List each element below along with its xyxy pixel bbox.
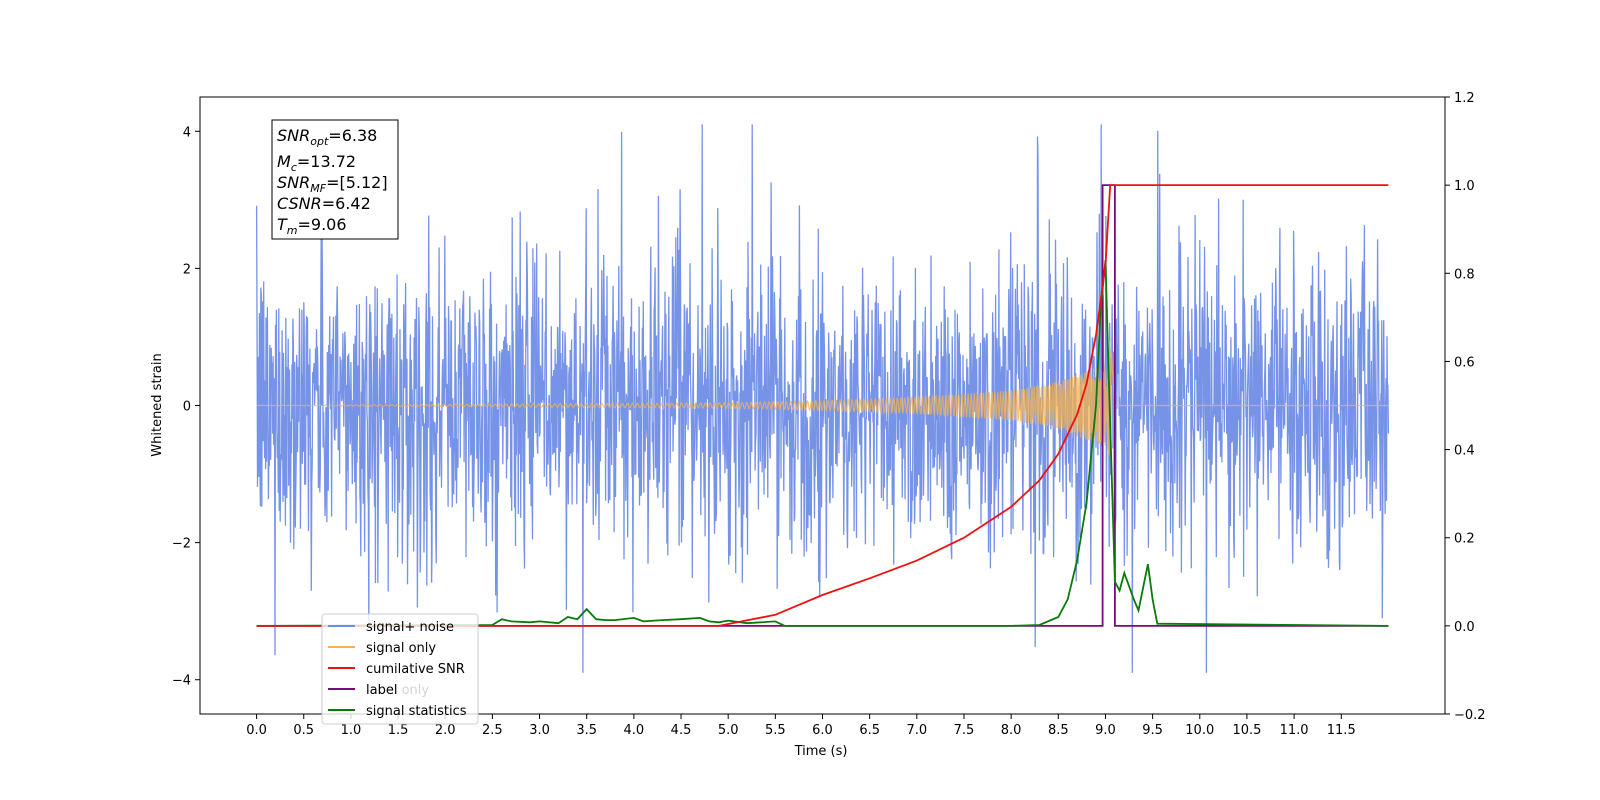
- annotation-snr-opt: SNRopt=6.38: [277, 126, 377, 148]
- y-tick-label: 2: [183, 262, 191, 277]
- legend-label-cumulative: cumilative SNR: [366, 662, 465, 677]
- legend-label-label: label: [366, 683, 397, 698]
- x-tick-label: 10.5: [1232, 723, 1261, 738]
- x-tick-label: 3.0: [529, 723, 550, 738]
- y-tick-label: −4: [172, 674, 191, 689]
- y2-tick-label: 1.0: [1454, 179, 1475, 194]
- x-tick-label: 4.5: [671, 723, 692, 738]
- x-tick-label: 1.5: [388, 723, 409, 738]
- annotation-mc-value: =13.72: [297, 152, 356, 171]
- legend-hidden-text: label only: [366, 683, 429, 698]
- series-signal-statistics: [256, 260, 1389, 627]
- y-axis-left: 4 2 0 −2 −4: [172, 125, 200, 689]
- x-axis: 0.0 0.5 1.0 1.5 2.0 2.5 3.0 3.5 4.0 4.5 5.0 5.5 6.0 6…: [246, 714, 1356, 738]
- x-tick-label: 2.0: [435, 723, 456, 738]
- annotation-mc: Mc=13.72: [277, 152, 356, 174]
- annotation-csnr: CSNR=6.42: [277, 194, 371, 213]
- x-tick-label: 6.0: [812, 723, 833, 738]
- x-tick-label: 10.0: [1185, 723, 1214, 738]
- y2-tick-label: 0.4: [1454, 444, 1475, 459]
- x-tick-label: 0.5: [293, 723, 314, 738]
- legend-label-statistics: signal statistics: [366, 704, 467, 719]
- series-layer: [255, 124, 1390, 673]
- legend-frame: [321, 613, 479, 725]
- annotation-box: SNRopt=6.38 Mc=13.72 SNRMF=[5.12] CSNR=6…: [271, 119, 399, 240]
- y-axis-right: 1.2 1.0 0.8 0.6 0.4 0.2 0.0 −0.2: [1445, 91, 1486, 723]
- legend-label-noise: signal+ noise: [366, 620, 454, 635]
- series-signal-noise: [255, 124, 1390, 673]
- y2-tick-label: 0.8: [1454, 267, 1475, 282]
- x-tick-label: 7.0: [906, 723, 927, 738]
- x-tick-label: 5.0: [718, 723, 739, 738]
- y-tick-label: −2: [172, 537, 191, 552]
- y2-tick-label: 1.2: [1454, 91, 1475, 106]
- x-tick-label: 8.0: [1001, 723, 1022, 738]
- legend: signal+ noise signal only cumilative SNR…: [321, 613, 479, 725]
- y2-tick-label: 0.6: [1454, 355, 1475, 370]
- legend-label-signal: signal only: [366, 641, 436, 656]
- annotation-tm: Tm=9.06: [277, 215, 347, 237]
- annotation-tm-value: =9.06: [298, 215, 347, 234]
- y2-tick-label: 0.2: [1454, 532, 1475, 547]
- x-tick-label: 5.5: [765, 723, 786, 738]
- series-cumulative-snr: [256, 184, 1389, 627]
- x-tick-label: 11.0: [1280, 723, 1309, 738]
- y-tick-label: 0: [183, 400, 191, 415]
- x-tick-label: 3.5: [576, 723, 597, 738]
- x-tick-label: 4.0: [624, 723, 645, 738]
- annotation-csnr-value: =6.42: [322, 194, 371, 213]
- x-tick-label: 2.5: [482, 723, 503, 738]
- y-tick-label: 4: [183, 125, 191, 140]
- annotation-snr-mf-value: =[5.12]: [326, 173, 388, 192]
- x-tick-label: 6.5: [859, 723, 880, 738]
- annotation-snr-mf: SNRMF=[5.12]: [277, 173, 388, 195]
- x-tick-label: 0.0: [246, 723, 267, 738]
- series-signal-only: [256, 340, 1389, 456]
- x-axis-label: Time (s): [794, 744, 848, 759]
- x-tick-label: 9.0: [1095, 723, 1116, 738]
- x-tick-label: 7.5: [954, 723, 975, 738]
- x-tick-label: 8.5: [1048, 723, 1069, 738]
- x-tick-label: 1.0: [341, 723, 362, 738]
- y2-tick-label: 0.0: [1454, 620, 1475, 635]
- annotation-frame: [271, 119, 399, 240]
- y2-tick-label: −0.2: [1454, 708, 1486, 723]
- x-tick-label: 9.5: [1142, 723, 1163, 738]
- x-tick-label: 11.5: [1327, 723, 1356, 738]
- annotation-snr-opt-value: =6.38: [328, 126, 377, 145]
- y-axis-label: Whitened strain: [150, 353, 165, 456]
